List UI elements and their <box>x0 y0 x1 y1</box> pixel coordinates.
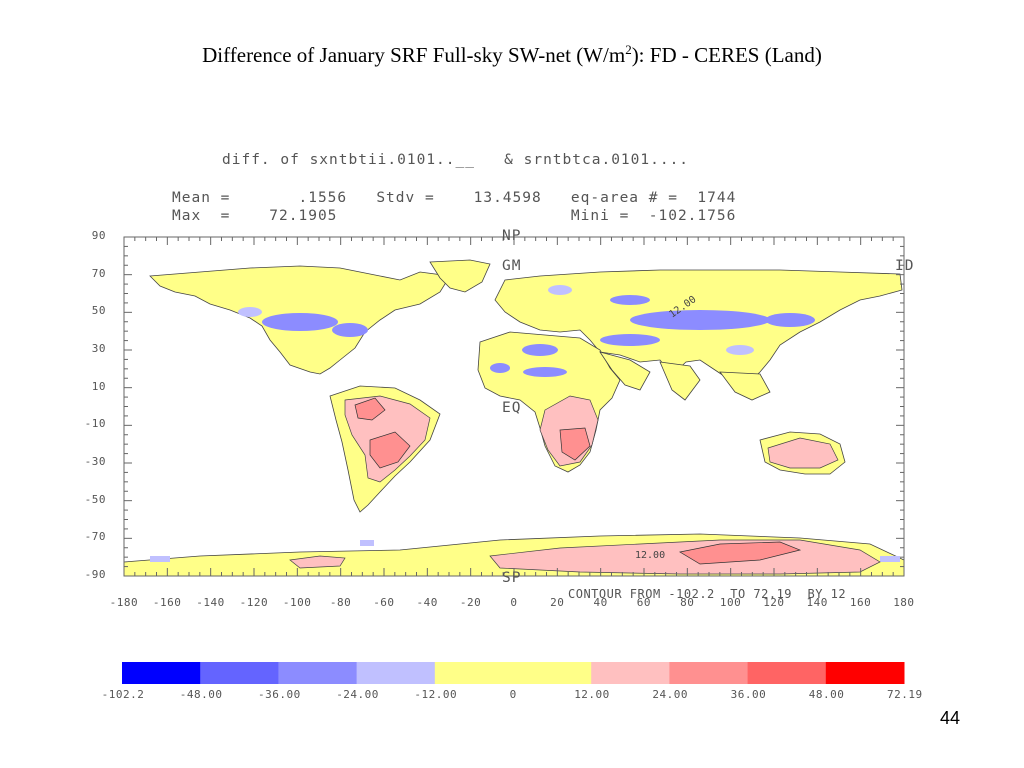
y-tick-label: -90 <box>84 568 106 581</box>
x-tick-label: -40 <box>416 596 438 609</box>
x-tick-label: 180 <box>893 596 915 609</box>
title-main: Difference of January SRF Full-sky SW-ne… <box>202 43 626 67</box>
colorbar-label: -102.2 <box>101 688 145 701</box>
colorbar-swatch <box>591 662 670 684</box>
colorbar-swatch <box>434 662 514 684</box>
slide-title: Difference of January SRF Full-sky SW-ne… <box>0 42 1024 68</box>
map-ticks <box>123 236 905 577</box>
y-tick-label: -70 <box>84 530 106 544</box>
y-tick-label: 30 <box>91 342 106 355</box>
colorbar-label: -36.00 <box>258 688 301 701</box>
negative-difference-regions <box>262 295 815 377</box>
x-tick-label: -100 <box>282 596 312 609</box>
x-tick-label: 120 <box>763 596 785 609</box>
colorbar-label: -24.00 <box>336 688 379 701</box>
contour-label-south: 12.00 <box>635 550 665 561</box>
plot-header-line1: diff. of sxntbtii.0101..__ & srntbtca.01… <box>222 152 690 168</box>
y-tick-label: 10 <box>91 379 106 393</box>
x-tick-label: 80 <box>680 596 695 609</box>
colorbar-swatch <box>825 662 905 684</box>
colorbar-label: 0 <box>509 688 517 701</box>
x-tick-label: -120 <box>239 596 269 609</box>
x-tick-label: 140 <box>806 596 828 609</box>
x-tick-label: 60 <box>636 596 652 609</box>
x-tick-label: -20 <box>459 596 482 609</box>
colorbar-label: 72.19 <box>887 688 923 701</box>
colorbar-swatch <box>200 662 279 684</box>
y-tick-label: -10 <box>84 417 106 431</box>
plot-header-stats: Mean = .1556 Stdv = 13.4598 eq-area # = … <box>172 190 737 206</box>
contour-note: CONTOUR FROM -102.2 TO 72.19 BY 12 <box>568 587 847 601</box>
south-pole-label: SP <box>502 570 522 586</box>
y-tick-label: 90 <box>91 229 106 242</box>
colorbar-swatch <box>356 662 436 684</box>
colorbar-label: 24.00 <box>652 688 689 701</box>
x-tick-label: 100 <box>719 596 742 609</box>
colorbar-label: 36.00 <box>730 688 767 701</box>
north-pole-label: NP <box>502 228 522 244</box>
x-tick-label: -140 <box>196 596 225 609</box>
colorbar-label: -12.00 <box>414 688 458 701</box>
colorbar-swatch <box>669 662 749 684</box>
colorbar-label: 48.00 <box>808 688 845 701</box>
x-tick-label: -180 <box>109 596 139 609</box>
y-tick-label: 70 <box>91 266 106 280</box>
equator-label: EQ <box>502 400 522 416</box>
negative-light-regions <box>150 285 900 562</box>
title-superscript: 2 <box>625 42 632 57</box>
colorbar-swatch <box>513 662 592 684</box>
y-tick-label: 50 <box>91 304 106 318</box>
x-tick-label: -60 <box>373 596 395 609</box>
page-number: 44 <box>939 708 960 728</box>
x-tick-label: 40 <box>593 596 608 609</box>
x-tick-label: 160 <box>849 596 872 609</box>
colorbar-swatch <box>747 662 827 684</box>
positive-mid-regions <box>354 397 802 565</box>
dateline-label: ID <box>895 258 915 274</box>
greenwich-label: GM <box>502 258 522 274</box>
colorbar-swatch <box>278 662 358 684</box>
y-tick-label: -30 <box>84 455 106 468</box>
x-tick-label: 0 <box>510 596 518 609</box>
plot-header-extremes: Max = 72.1905 Mini = -102.1756 <box>172 208 737 224</box>
colorbar-swatch <box>122 662 201 684</box>
colorbar-label: 12.00 <box>574 688 610 701</box>
x-tick-label: -80 <box>329 596 352 609</box>
x-tick-label: 20 <box>550 596 565 609</box>
title-tail: ): FD - CERES (Land) <box>631 43 822 67</box>
y-tick-label: -50 <box>84 492 106 506</box>
colorbar-label: -48.00 <box>179 688 223 701</box>
x-tick-label: -160 <box>152 596 182 609</box>
